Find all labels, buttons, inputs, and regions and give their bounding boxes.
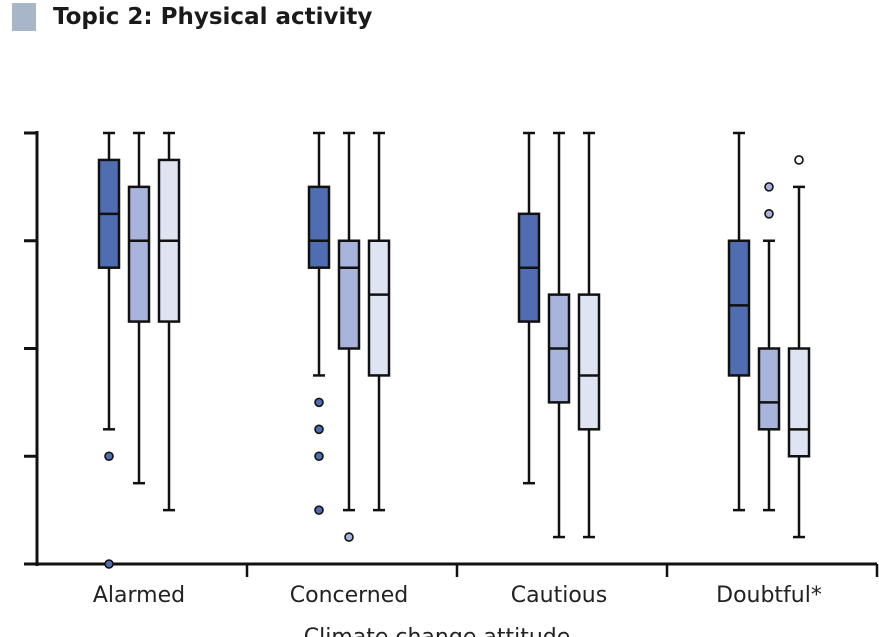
category-labels: Alarmed Concerned Cautious Doubtful* bbox=[93, 583, 822, 608]
boxplot-series-2 bbox=[757, 182, 781, 512]
boxplot-series-1 bbox=[727, 131, 751, 512]
y-ticks bbox=[24, 131, 37, 566]
boxplot-series-2 bbox=[547, 131, 571, 539]
category-label: Alarmed bbox=[93, 583, 185, 608]
iqr-box bbox=[127, 185, 151, 323]
box-group-cautious bbox=[517, 131, 601, 539]
boxplot-series-3 bbox=[787, 155, 811, 539]
outlier-point bbox=[104, 559, 114, 569]
outlier-point bbox=[314, 451, 324, 462]
outlier-point bbox=[764, 182, 774, 192]
boxplot-series-3 bbox=[577, 131, 601, 539]
box-group-concerned bbox=[307, 131, 391, 542]
iqr-box bbox=[757, 347, 781, 431]
category-label: Doubtful* bbox=[716, 583, 822, 608]
box-groups bbox=[97, 131, 811, 569]
outlier-point bbox=[314, 397, 324, 408]
iqr-box bbox=[367, 239, 391, 377]
box-group-doubtful bbox=[727, 131, 811, 539]
box-group-alarmed bbox=[97, 131, 181, 569]
boxplot-series-1 bbox=[517, 131, 541, 485]
topic-marker bbox=[12, 3, 36, 31]
boxplot-series-3 bbox=[367, 131, 391, 512]
iqr-box bbox=[787, 347, 811, 458]
outlier-point bbox=[314, 505, 324, 515]
outlier-point bbox=[344, 532, 354, 542]
outlier-point bbox=[104, 451, 114, 462]
page-title: Topic 2: Physical activity bbox=[53, 4, 373, 30]
boxplot-series-2 bbox=[337, 131, 361, 542]
boxplot-series-3 bbox=[157, 131, 181, 512]
boxplot-series-1 bbox=[307, 131, 331, 515]
outlier-point bbox=[794, 155, 804, 165]
iqr-box bbox=[727, 239, 751, 377]
boxplot-series-1 bbox=[97, 131, 121, 569]
outlier-point bbox=[314, 424, 324, 435]
x-axis-label: Climate change attitude bbox=[304, 625, 571, 637]
boxplot-series-2 bbox=[127, 131, 151, 485]
iqr-box bbox=[577, 293, 601, 431]
category-label: Concerned bbox=[290, 583, 409, 608]
category-label: Cautious bbox=[511, 583, 607, 608]
iqr-box bbox=[337, 239, 361, 350]
x-ticks bbox=[245, 564, 879, 577]
iqr-box bbox=[307, 185, 331, 269]
outlier-point bbox=[764, 209, 774, 219]
